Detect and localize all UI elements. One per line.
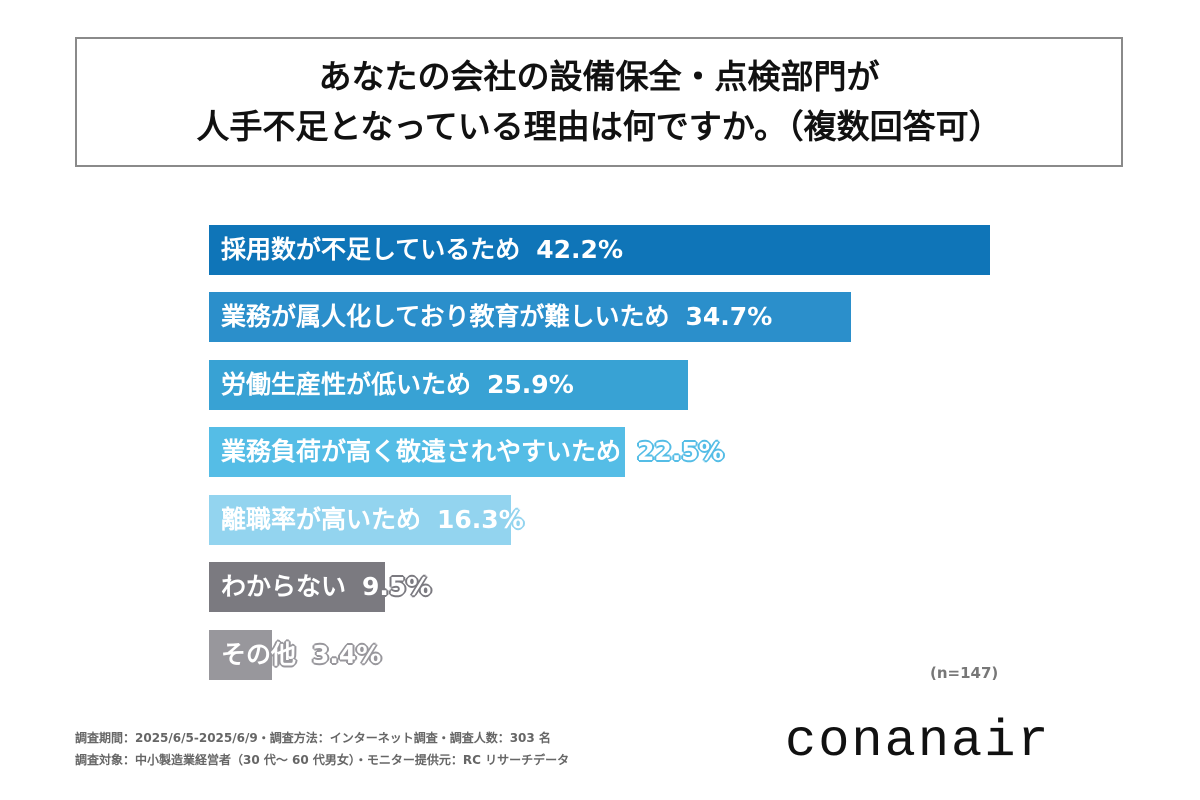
brand-logo: conanair xyxy=(785,712,1051,771)
bar xyxy=(209,427,625,477)
bar xyxy=(209,562,385,612)
category-label: 業務が属人化しており教育が難しいため xyxy=(221,302,670,331)
bar-label: その他 3.4% xyxy=(221,630,381,680)
bar-row: わからない 9.5% xyxy=(209,562,1149,612)
value-label: 3.4% xyxy=(312,640,382,669)
category-label: その他 xyxy=(221,640,297,669)
value-label: 16.3% xyxy=(437,505,524,534)
survey-info-line-1: 調査期間：2025/6/5-2025/6/9・調査方法：インターネット調査・調査… xyxy=(75,731,551,745)
bar-label: 業務が属人化しており教育が難しいため 34.7% xyxy=(221,292,772,342)
bar-label: 離職率が高いため 16.3% xyxy=(221,495,524,545)
value-label: 9.5% xyxy=(362,572,432,601)
category-label: 労働生産性が低いため xyxy=(221,370,472,399)
bar xyxy=(209,360,688,410)
bar-label: わからない 9.5% xyxy=(221,562,431,612)
title-box: あなたの会社の設備保全・点検部門が 人手不足となっている理由は何ですか。（複数回… xyxy=(75,37,1123,167)
value-label: 34.7% xyxy=(685,302,773,331)
bar-row: 労働生産性が低いため 25.9% xyxy=(209,360,1149,410)
category-label: わからない xyxy=(221,572,347,601)
bar xyxy=(209,225,990,275)
value-label: 22.5% xyxy=(637,437,724,466)
title-line-2: 人手不足となっている理由は何ですか。（複数回答可） xyxy=(196,107,1002,146)
category-label: 業務負荷が高く敬遠されやすいため xyxy=(221,437,622,466)
footer-notes: 調査期間：2025/6/5-2025/6/9・調査方法：インターネット調査・調査… xyxy=(75,727,569,771)
bar-label: 労働生産性が低いため 25.9% xyxy=(221,360,574,410)
bar-row: 採用数が不足しているため 42.2% xyxy=(209,225,1149,275)
bar-row: 業務負荷が高く敬遠されやすいため 22.5% xyxy=(209,427,1149,477)
bar xyxy=(209,495,511,545)
bar-label: 業務負荷が高く敬遠されやすいため 22.5% xyxy=(221,427,724,477)
sample-size-label: (n=147) xyxy=(930,664,999,682)
title-line-1: あなたの会社の設備保全・点検部門が xyxy=(318,57,880,96)
bar-row: 離職率が高いため 16.3% xyxy=(209,495,1149,545)
bar-chart: 採用数が不足しているため 42.2% 業務が属人化しており教育が難しいため 34.7… xyxy=(209,225,1149,685)
bar-row: その他 3.4% xyxy=(209,630,1149,680)
value-label: 25.9% xyxy=(487,370,574,399)
bar xyxy=(209,292,851,342)
bar-row: 業務が属人化しており教育が難しいため 34.7% xyxy=(209,292,1149,342)
bar-label: 採用数が不足しているため 42.2% xyxy=(221,225,623,275)
category-label: 採用数が不足しているため xyxy=(221,235,521,264)
survey-info-line-2: 調査対象：中小製造業経営者（30 代～ 60 代男女）・モニター提供元：RC リ… xyxy=(75,753,570,767)
value-label: 42.2% xyxy=(536,235,623,264)
category-label: 離職率が高いため xyxy=(221,505,422,534)
bar xyxy=(209,630,272,680)
